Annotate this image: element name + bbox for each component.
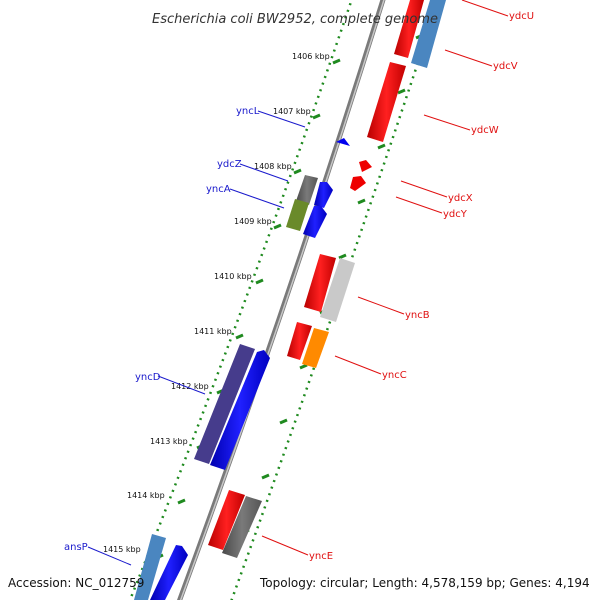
kbp-tick-label: 1415 kbp [103, 545, 141, 554]
gene-blue-arrow[interactable] [150, 545, 188, 600]
map-title: Escherichia coli BW2952, complete genome [152, 12, 438, 27]
right-gene-labels: ydcU ydcV ydcW ydcX ydcY yncB yncC yncE [309, 11, 534, 562]
gene-yncD-arrow[interactable] [194, 344, 255, 464]
gene-label-ydcZ[interactable]: ydcZ [217, 159, 242, 170]
gene-label-ydcV[interactable]: ydcV [493, 61, 518, 72]
gene-ydcW-arrow[interactable] [367, 62, 406, 142]
gene-label-yncA[interactable]: yncA [206, 184, 231, 195]
genome-backbone-highlight [179, 0, 385, 600]
gene-label-yncE[interactable]: yncE [309, 551, 333, 562]
gene-yncE-arrow[interactable] [222, 496, 262, 558]
gene-label-ydcU[interactable]: ydcU [509, 11, 534, 22]
kbp-tick-label: 1407 kbp [273, 107, 311, 116]
gene-blue-arrow[interactable] [210, 350, 270, 470]
gene-red-arrow[interactable] [208, 490, 245, 550]
gene-ydcY-arrow[interactable] [350, 176, 366, 191]
gene-label-yncD[interactable]: yncD [135, 372, 161, 383]
gene-blue-arrow[interactable] [303, 206, 327, 238]
gene-ansP-arrow[interactable] [134, 534, 166, 600]
gene-label-ansP[interactable]: ansP [64, 542, 88, 553]
gene-yncC-arrow[interactable] [302, 328, 329, 368]
gene-ydcU-arrow[interactable] [394, 0, 424, 58]
gene-label-yncL[interactable]: yncL [236, 106, 260, 117]
gene-ydcZ-arrow[interactable] [296, 175, 318, 205]
left-leader-lines [87, 110, 306, 566]
gene-green-arrow[interactable] [286, 199, 309, 231]
kbp-tick-label: 1411 kbp [194, 327, 232, 336]
gene-red-arrow[interactable] [287, 322, 312, 360]
reverse-strand-genes [134, 138, 350, 600]
gene-label-yncC[interactable]: yncC [382, 370, 407, 381]
right-leader-lines [261, 0, 509, 556]
genome-backbone [177, 0, 386, 600]
kbp-tick-labels: 1406 kbp 1407 kbp 1408 kbp 1409 kbp 1410… [103, 52, 330, 554]
reverse-strand-guide [128, 0, 353, 600]
kbp-tick-label: 1408 kbp [254, 162, 292, 171]
gene-label-ydcX[interactable]: ydcX [448, 193, 473, 204]
topology-text: Topology: circular; Length: 4,578,159 bp… [259, 576, 590, 590]
kbp-tick-label: 1414 kbp [127, 491, 165, 500]
gene-red-arrow[interactable] [304, 254, 336, 312]
gene-label-ydcW[interactable]: ydcW [471, 125, 499, 136]
kbp-tick-label: 1409 kbp [234, 217, 272, 226]
gene-yncA-arrow[interactable] [314, 182, 333, 208]
gene-blue-grey-arrow[interactable] [411, 0, 446, 68]
gene-label-ydcY[interactable]: ydcY [443, 209, 468, 220]
gene-yncB-arrow[interactable] [320, 258, 355, 322]
kbp-tick-label: 1406 kbp [292, 52, 330, 61]
gene-label-yncB[interactable]: yncB [405, 310, 430, 321]
accession-text: Accession: NC_012759 [8, 576, 144, 590]
kbp-tick-label: 1413 kbp [150, 437, 188, 446]
forward-strand-genes [208, 0, 446, 558]
forward-strand-guide [230, 0, 441, 600]
gene-ydcX-arrow[interactable] [359, 160, 372, 172]
left-gene-labels: yncL ydcZ yncA yncD ansP [64, 106, 260, 553]
kbp-tick-label: 1410 kbp [214, 272, 252, 281]
kbp-tick-label: 1412 kbp [171, 382, 209, 391]
gene-yncL-arrow[interactable] [336, 138, 350, 146]
